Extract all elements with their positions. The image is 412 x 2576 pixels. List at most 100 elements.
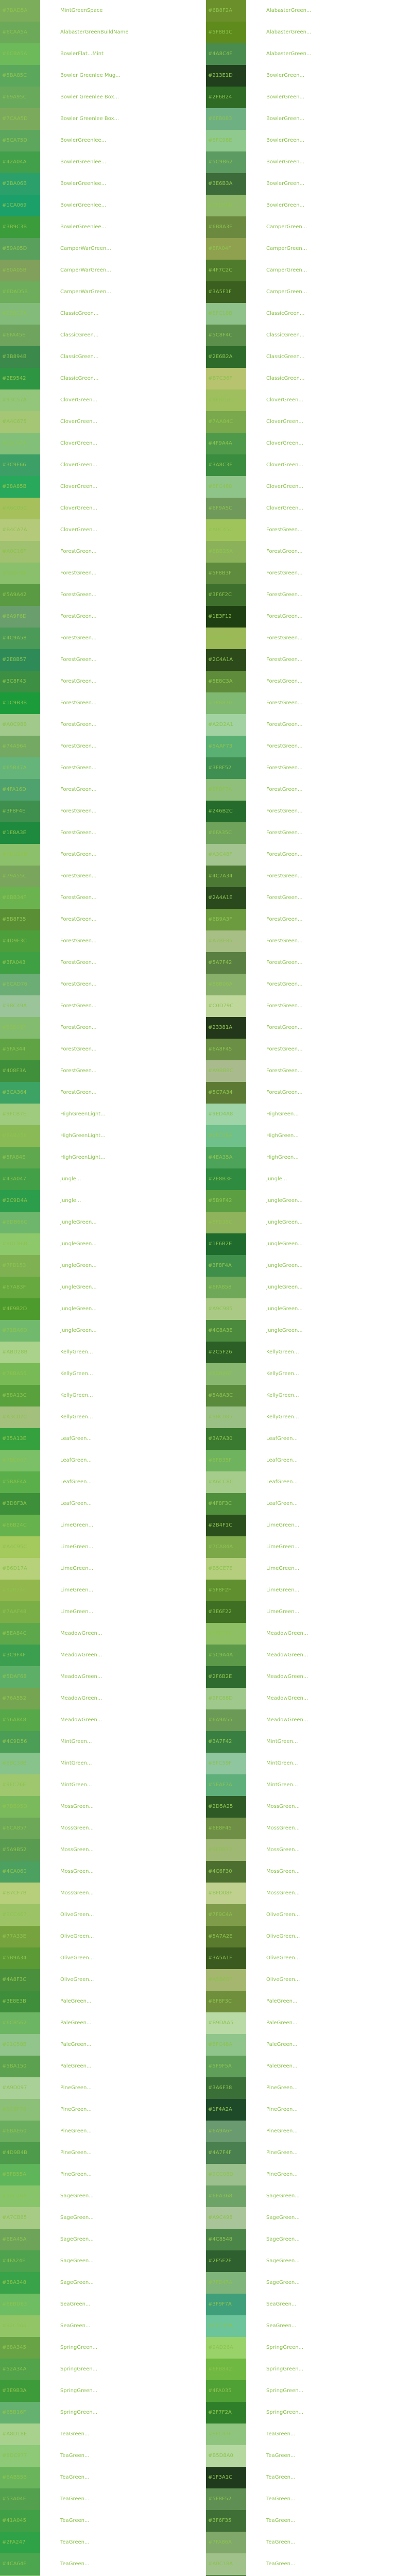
color-name-label: SeaGreen... <box>60 2301 91 2307</box>
swatch-row: #52A34A SpringGreen... <box>0 2359 206 2380</box>
color-swatch: #B7C36F <box>206 368 246 389</box>
color-swatch: #2F6B24 <box>206 87 246 108</box>
swatch-row: #1E8A3E ForestGreen... <box>0 822 206 844</box>
hex-label: #A6CC8C <box>208 1479 233 1485</box>
color-name-label: BowlerFlat...Mint <box>60 51 104 57</box>
color-swatch: #8DC86B <box>0 1233 40 1255</box>
hex-label: #2FA247 <box>2 2539 26 2545</box>
color-swatch: #4D9F3C <box>0 930 40 952</box>
hex-label: #8FBF7A <box>208 787 232 792</box>
hex-label: #4CA060 <box>2 1869 27 1874</box>
color-swatch: #7FB47A <box>206 2272 246 2294</box>
swatch-row: #7AA84C CloverGreen... <box>206 411 412 433</box>
color-swatch: #6FA858 <box>206 1277 246 1298</box>
color-name-label: ForestGreen... <box>266 679 303 684</box>
swatch-row: #5DAF68 MeadowGreen... <box>0 1666 206 1688</box>
color-name-label: ForestGreen... <box>266 938 303 944</box>
swatch-row: #41A045 TeaGreen... <box>0 2510 206 2532</box>
color-name-label: SpringGreen... <box>266 2388 304 2394</box>
color-name-label: MeadowGreen... <box>266 1717 308 1723</box>
color-swatch: #3A7A30 <box>206 1428 246 1450</box>
swatch-row: #88B86F KellyGreen... <box>206 1363 412 1385</box>
swatch-row: #7BAD5A MintGreenSpace <box>0 0 206 22</box>
swatch-row: #A0C98B ForestGreen... <box>0 714 206 736</box>
swatch-row: #A6CC8C LeafGreen... <box>206 1471 412 1493</box>
hex-label: #A0C45C <box>208 527 233 533</box>
color-swatch: #5FB55A <box>0 2164 40 2185</box>
color-name-label: KellyGreen... <box>266 1371 299 1377</box>
color-name-label: MossGreen... <box>60 1847 94 1853</box>
color-name-label: PineGreen... <box>60 2128 92 2134</box>
color-swatch: #3D8F3A <box>0 1493 40 1515</box>
color-name-label: CloverGreen... <box>266 440 303 446</box>
hex-label: #7FA86A <box>208 2539 232 2545</box>
hex-label: #4D9F3C <box>2 938 27 944</box>
color-name-label: ForestGreen... <box>60 765 97 771</box>
swatch-row: #6DB66C JungleGreen... <box>0 1212 206 1233</box>
swatch-row: #9AD26A SpringGreen... <box>206 2337 412 2359</box>
color-swatch: #1E3F12 <box>206 606 246 628</box>
color-swatch: #A6CC8C <box>206 1471 246 1493</box>
color-name-label: ForestGreen... <box>60 657 97 663</box>
hex-label: #5F9F5A <box>208 2063 232 2069</box>
hex-label: #8FC47F <box>208 2431 232 2437</box>
swatch-row: #4CA64F TeaGreen... <box>0 2553 206 2575</box>
hex-label: #76A552 <box>2 1696 27 1701</box>
swatch-row: #2D5A25 MossGreen... <box>206 1796 412 1818</box>
swatch-row: #3B894B ClassicGreen... <box>0 346 206 368</box>
hex-label: #3A8C3F <box>208 462 233 468</box>
color-name-label: PaleGreen... <box>266 2042 298 2047</box>
color-name-label: ForestGreen... <box>266 830 303 836</box>
hex-label: #213E1D <box>208 73 233 78</box>
color-swatch: #3A8C3F <box>206 454 246 476</box>
hex-label: #6BAE60 <box>2 2128 27 2134</box>
color-name-label: JungleGreen... <box>266 1219 303 1225</box>
color-swatch: #92B74C <box>0 1580 40 1601</box>
color-swatch: #7BB95D <box>0 1796 40 1818</box>
color-name-label: CloverGreen... <box>60 419 97 425</box>
color-name-label: JungleGreen... <box>60 1219 97 1225</box>
swatch-row: #6FA858 JungleGreen... <box>206 1277 412 1298</box>
hex-label: #A9D097 <box>2 2085 27 2091</box>
swatch-row: #8BB25A ForestGreen... <box>206 541 412 563</box>
hex-label: #2B4F1C <box>208 1522 233 1528</box>
swatch-row: #3A7F42 MintGreen... <box>206 1731 412 1753</box>
color-name-label: SageGreen... <box>266 2258 300 2264</box>
swatch-row: #4C9A58 ForestGreen... <box>0 628 206 649</box>
color-swatch: #3E6B3A <box>206 173 246 195</box>
hex-label: #88C46A <box>2 2193 27 2199</box>
color-name-label: CloverGreen... <box>266 419 303 425</box>
color-swatch: #52A34A <box>0 2359 40 2380</box>
hex-label: #2E8B57 <box>2 657 27 663</box>
hex-label: #8FC98E <box>208 138 232 143</box>
swatch-row: #8ABA56 HighGreenLight... <box>0 1125 206 1147</box>
hex-label: #1F3A1C <box>208 2475 233 2480</box>
hex-label: #A3C07C <box>2 1414 27 1420</box>
hex-label: #6F8F3C <box>208 1998 232 2004</box>
color-name-label: ForestGreen... <box>60 917 97 922</box>
color-name-label: ForestGreen... <box>266 527 303 533</box>
color-swatch: #2E8B3F <box>206 1168 246 1190</box>
hex-label: #5BA150 <box>2 2063 27 2069</box>
swatch-row: #6EA45A SageGreen... <box>0 2229 206 2250</box>
hex-label: #C0D79C <box>208 1003 234 1009</box>
swatch-row: #2BA06B BowlerGreenlee... <box>0 173 206 195</box>
swatch-row: #2F6B24 BowlerGreen... <box>206 87 412 108</box>
color-swatch: #3E9B3A <box>0 2380 40 2402</box>
swatch-row: #8FC488 CloverGreen... <box>206 476 412 498</box>
color-swatch: #6CBA5A <box>0 43 40 65</box>
swatch-row: #3CA364 ForestGreen... <box>0 1082 206 1104</box>
swatch-row: #4CA060 MossGreen... <box>0 1861 206 1883</box>
swatch-row: #6FB083 BowlerGreen... <box>206 108 412 130</box>
swatch-row: #3A8C3F CloverGreen... <box>206 454 412 476</box>
swatch-row: #A0C16F ForestGreen... <box>0 541 206 563</box>
swatch-row: #8FC48A PaleGreen... <box>206 2034 412 2056</box>
swatch-row: #8FB35C JungleGreen... <box>206 1212 412 1233</box>
color-name-label: AlabasterGreenBuildName <box>60 29 129 35</box>
color-swatch: #2C5F26 <box>206 1342 246 1363</box>
color-name-label: MeadowGreen... <box>60 1717 102 1723</box>
color-name-label: AlabasterGreen... <box>266 51 312 57</box>
color-name-label: CloverGreen... <box>60 527 97 533</box>
color-swatch: #1F6B2E <box>206 1233 246 1255</box>
swatch-row: #4C6F30 MossGreen... <box>206 1861 412 1883</box>
